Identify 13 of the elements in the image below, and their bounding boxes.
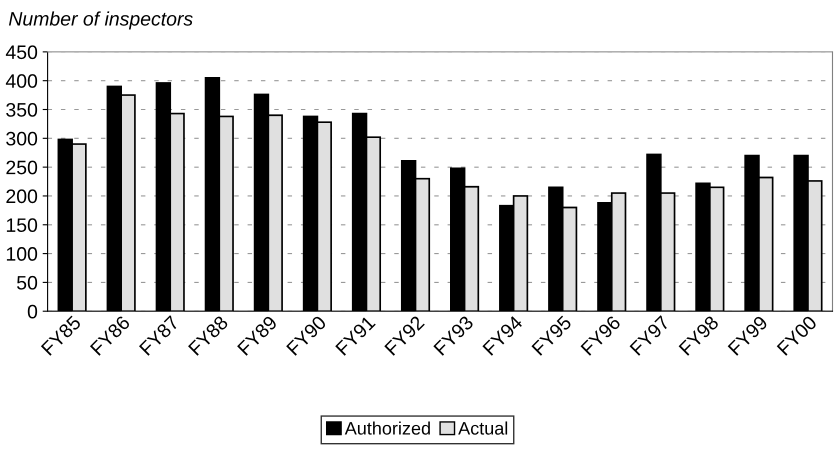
y-tick-label: 250 xyxy=(6,160,38,174)
y-tick-label: 150 xyxy=(6,218,38,232)
legend-label: Authorized xyxy=(344,421,430,435)
y-tick-label: 50 xyxy=(17,276,38,290)
y-tick-label: 0 xyxy=(28,304,38,318)
legend-label: Actual xyxy=(458,421,508,435)
y-tick-label: 100 xyxy=(6,247,38,261)
y-tick-label: 200 xyxy=(6,189,38,204)
y-tick-label: 450 xyxy=(6,45,38,60)
y-tick-label: 350 xyxy=(6,102,38,117)
chart-title: Number of inspectors xyxy=(8,11,193,30)
y-tick-label: 400 xyxy=(6,74,38,88)
y-tick-label: 300 xyxy=(6,132,38,146)
